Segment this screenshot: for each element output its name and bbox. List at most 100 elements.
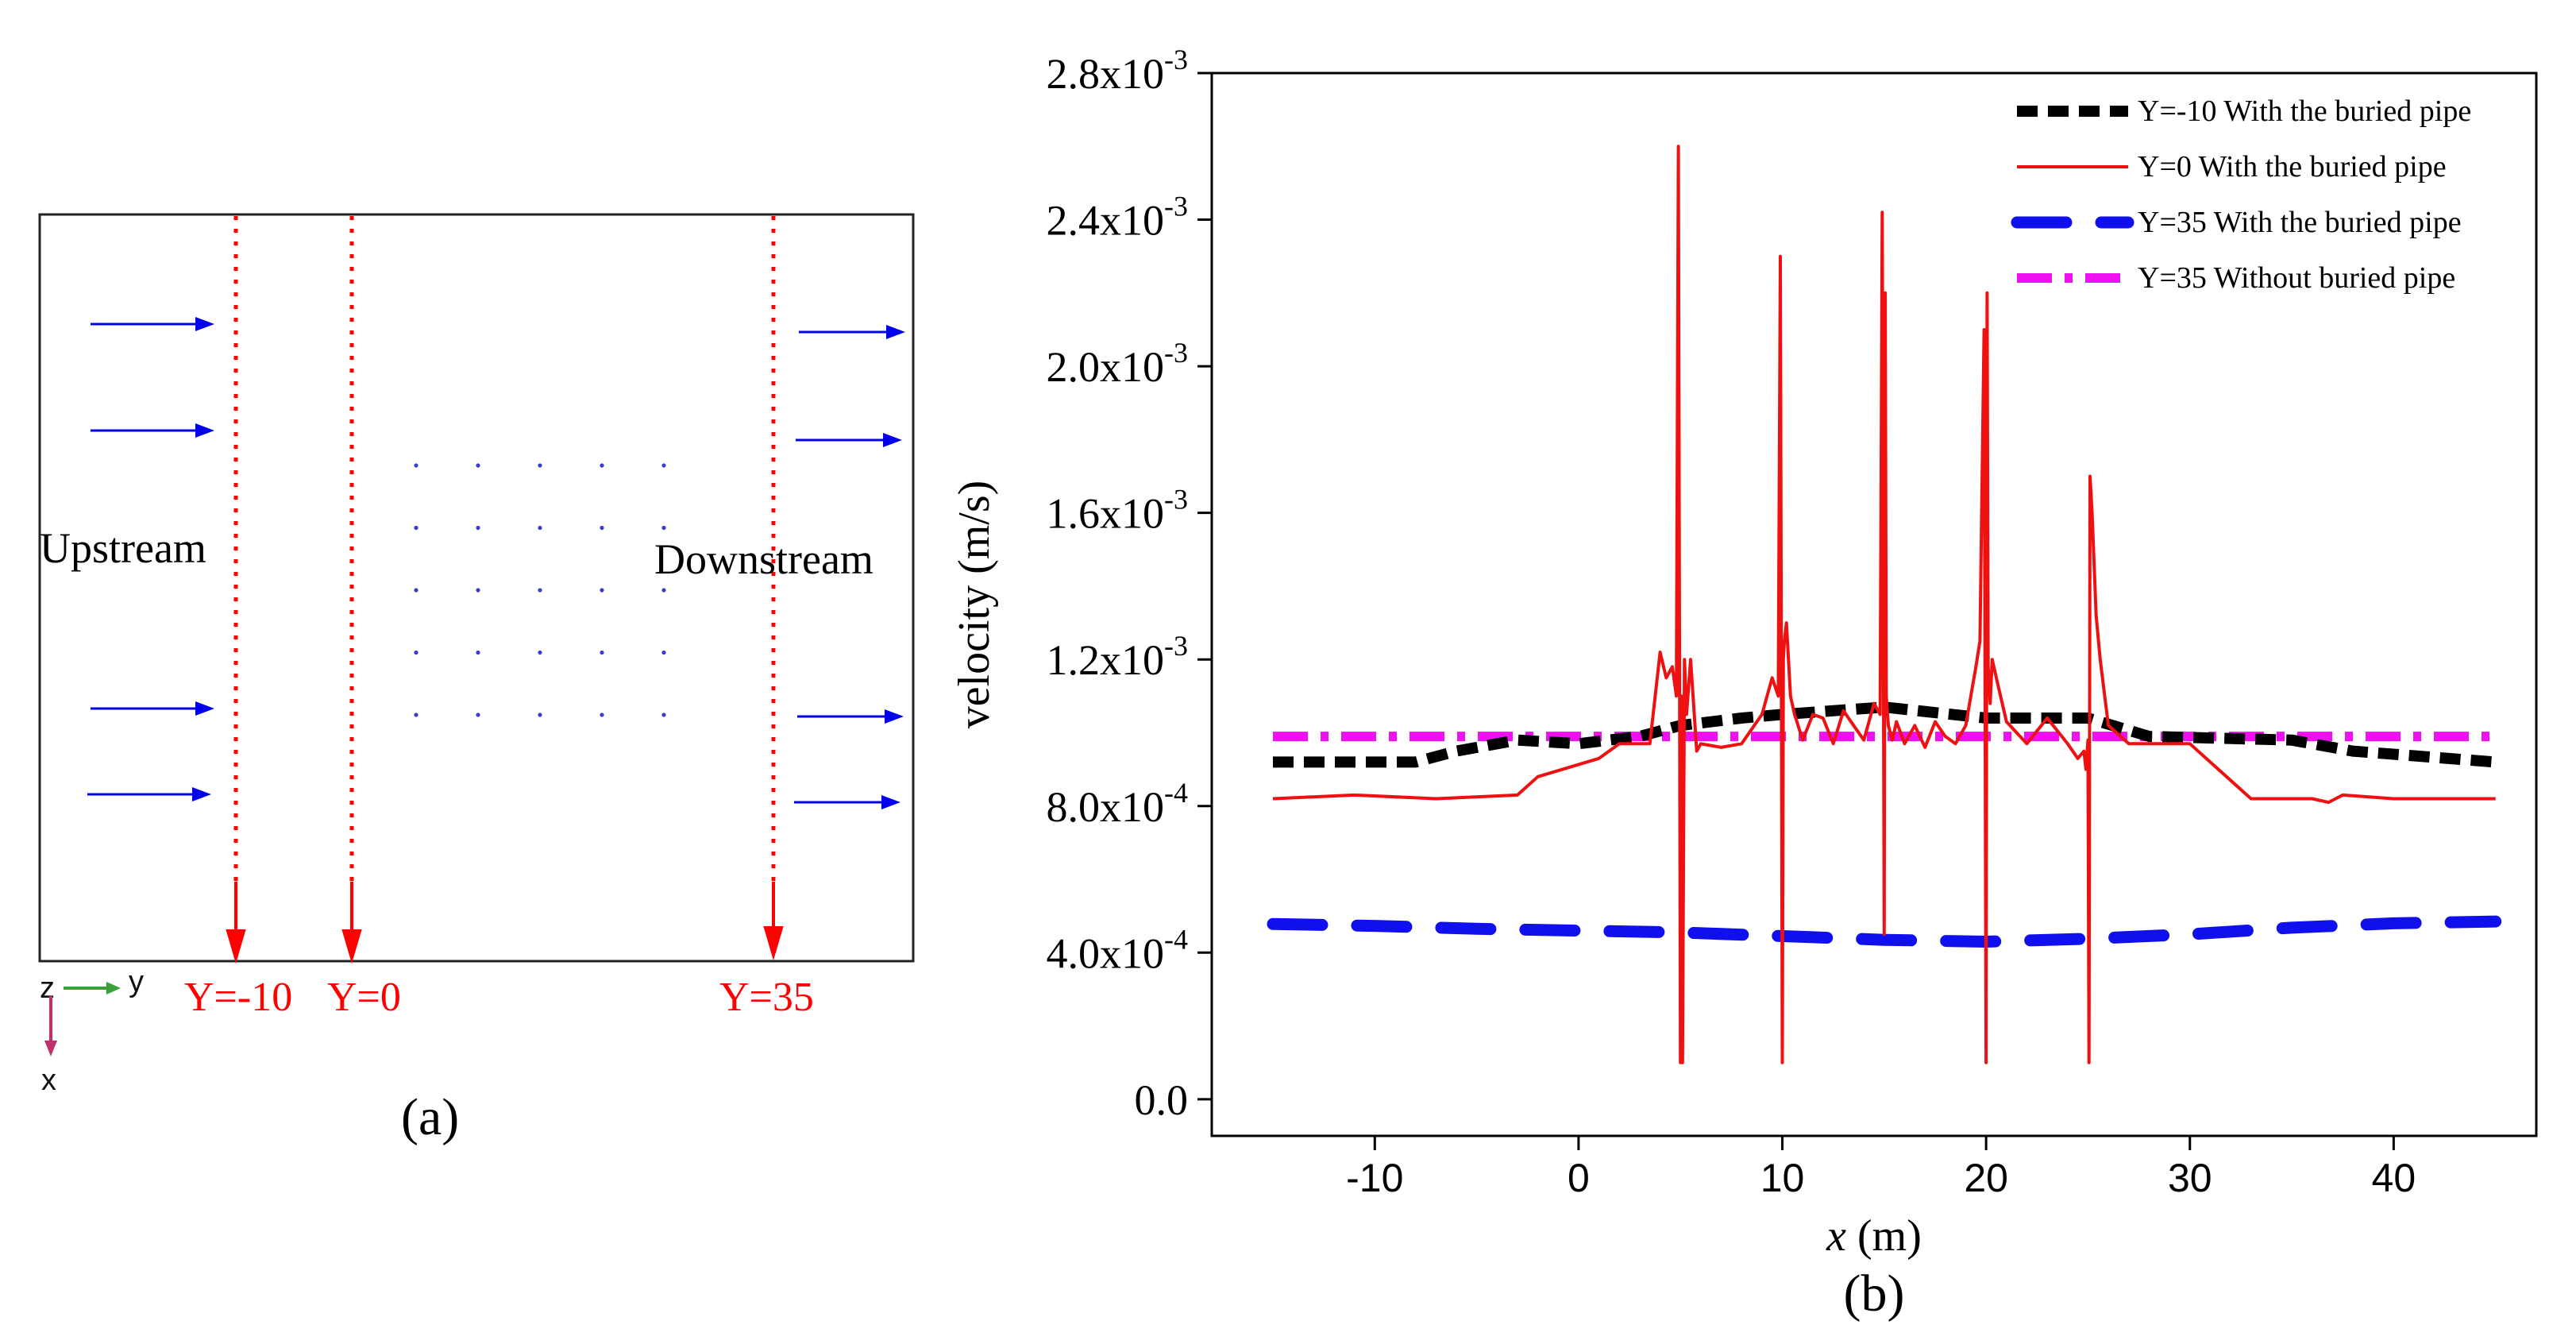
buried-pipe-dot [414, 588, 418, 593]
flow-arrow-head [885, 709, 904, 724]
legend-label: Y=35 With the buried pipe [2138, 206, 2462, 239]
buried-pipe-dot [476, 713, 480, 717]
y-tick-label: 1.2x10-3 [1047, 630, 1189, 684]
buried-pipe-dot [476, 588, 480, 593]
flow-arrow-head [192, 787, 211, 801]
buried-pipe-dot [600, 525, 604, 531]
x-axis-title-unit: (m) [1846, 1211, 1922, 1261]
downstream-label: Downstream [654, 535, 873, 583]
z-axis-label: z [40, 971, 55, 1005]
x-tick-label: 30 [2168, 1156, 2212, 1200]
y-tick-label-mantissa: 4.0x10 [1047, 929, 1165, 977]
x-tick-label: 40 [2372, 1156, 2416, 1200]
section-arrowhead [226, 929, 246, 964]
y-tick-label-mantissa: 8.0x10 [1047, 783, 1165, 831]
x-axis: -10 0 10 20 30 40 [1346, 1136, 2416, 1200]
y-tick-label: 1.6x10-3 [1047, 484, 1189, 538]
y-tick-label-exponent: -3 [1164, 44, 1188, 75]
y-tick-label-mantissa: 0.0 [1135, 1076, 1189, 1124]
buried-pipe-dot [661, 525, 666, 531]
buried-pipe-dot [476, 525, 480, 531]
y-tick-label-mantissa: 2.0x10 [1047, 343, 1165, 391]
buried-pipe-dot [414, 650, 418, 655]
legend: Y=-10 With the buried pipe Y=0 With the b… [2011, 95, 2471, 295]
buried-pipe-dot [661, 713, 666, 717]
plot-frame [1210, 71, 2538, 1137]
y-axis: 0.04.0x10-48.0x10-41.2x10-31.6x10-32.0x1… [1047, 44, 1212, 1124]
panel-b-chart: 0.04.0x10-48.0x10-41.2x10-31.6x10-32.0x1… [950, 44, 2538, 1323]
y-tick-label-mantissa: 1.2x10 [1047, 636, 1165, 684]
buried-pipe-dot [600, 713, 604, 717]
series-line-2 [1267, 915, 2502, 948]
y-tick-label: 2.0x10-3 [1047, 337, 1189, 391]
chart-caption: (b) [1844, 1265, 1905, 1323]
upstream-flow-arrows [87, 317, 214, 801]
legend-label: Y=-10 With the buried pipe [2138, 95, 2471, 128]
x-axis-label: x [41, 1064, 56, 1097]
y-axis-title: velocity (m/s) [950, 481, 999, 729]
section-arrowhead [341, 929, 362, 964]
buried-pipe-dot [600, 650, 604, 655]
section-lines [233, 216, 776, 882]
section-label-y-35: Y=35 [719, 975, 814, 1020]
buried-pipe-dot [476, 650, 480, 655]
y-tick-label-exponent: -3 [1164, 337, 1188, 369]
buried-pipe-dot [414, 525, 418, 531]
x-axis-arrowhead [44, 1041, 57, 1056]
buried-pipe-dot [661, 588, 666, 593]
flow-arrow-head [195, 701, 214, 716]
buried-pipe-grid [414, 463, 666, 717]
buried-pipe-dot [661, 650, 666, 655]
section-label-y-minus-10: Y=-10 [184, 975, 292, 1020]
y-tick-label: 8.0x10-4 [1047, 777, 1189, 831]
y-tick-label: 4.0x10-4 [1047, 923, 1189, 977]
axes-indicator: z y x [40, 965, 144, 1097]
domain-boundary [38, 213, 915, 963]
y-axis-label: y [129, 965, 144, 998]
flow-arrow-head [195, 423, 214, 438]
x-tick-label: 10 [1760, 1156, 1805, 1200]
buried-pipe-dot [600, 463, 604, 468]
x-axis-title: x (m) [1826, 1211, 1922, 1261]
flow-arrow-head [883, 433, 902, 447]
flow-arrow-head [881, 795, 900, 809]
y-tick-label-exponent: -3 [1164, 191, 1188, 222]
x-tick-label: 20 [1964, 1156, 2008, 1200]
panel-a: Upstream Downstream Y=-10 Y=0 Y=35 z y x… [38, 213, 915, 1146]
panel-a-caption: (a) [401, 1088, 459, 1146]
buried-pipe-dot [538, 588, 542, 593]
buried-pipe-dot [600, 588, 604, 593]
upstream-label: Upstream [40, 524, 206, 572]
y-tick-label-mantissa: 1.6x10 [1047, 490, 1165, 538]
y-tick-label: 0.0 [1135, 1076, 1189, 1124]
downstream-flow-arrows [794, 325, 905, 809]
buried-pipe-dot [538, 463, 542, 468]
y-tick-label-exponent: -4 [1164, 923, 1188, 955]
y-tick-label-mantissa: 2.4x10 [1047, 197, 1165, 245]
flow-arrow-head [195, 317, 214, 331]
legend-label: Y=35 Without buried pipe [2138, 261, 2455, 295]
flow-arrow-head [886, 325, 905, 339]
y-tick-label-exponent: -4 [1164, 777, 1188, 809]
buried-pipe-dot [476, 463, 480, 468]
y-axis-arrowhead [106, 982, 121, 994]
x-tick-label: -10 [1346, 1156, 1403, 1200]
buried-pipe-dot [538, 650, 542, 655]
plot-area [1267, 145, 2502, 1064]
section-label-y-0: Y=0 [327, 975, 401, 1020]
y-tick-label: 2.8x10-3 [1047, 44, 1189, 98]
y-tick-label-mantissa: 2.8x10 [1047, 50, 1165, 98]
y-tick-label: 2.4x10-3 [1047, 191, 1189, 245]
y-tick-label-exponent: -3 [1164, 630, 1188, 662]
buried-pipe-dot [538, 713, 542, 717]
series-line-1 [1272, 145, 2496, 1064]
x-axis-title-var: x [1826, 1211, 1846, 1261]
x-tick-label: 0 [1568, 1156, 1590, 1200]
buried-pipe-dot [414, 713, 418, 717]
section-arrowhead [763, 926, 784, 961]
section-arrowheads [226, 882, 784, 964]
buried-pipe-dot [414, 463, 418, 468]
buried-pipe-dot [538, 525, 542, 531]
buried-pipe-dot [661, 463, 666, 468]
